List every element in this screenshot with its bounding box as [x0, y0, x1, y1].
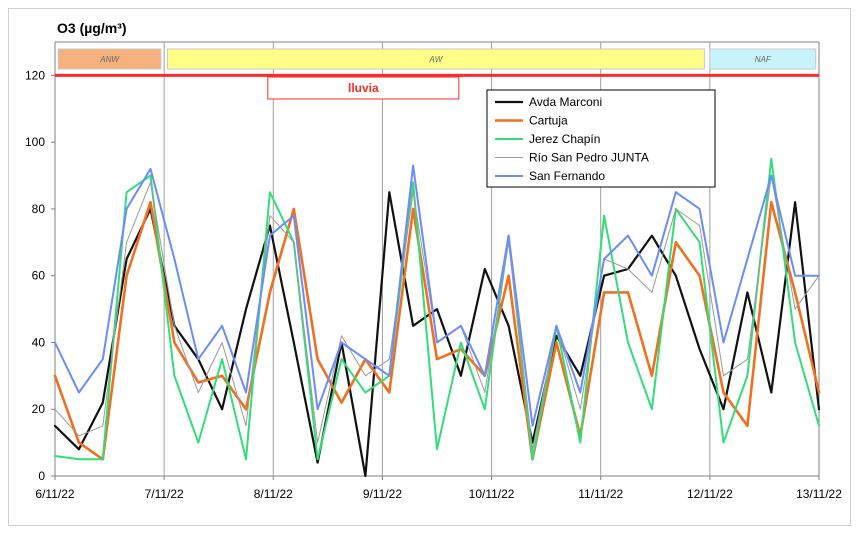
- chart-title: O3 (µg/m³): [57, 20, 127, 36]
- series-line: [54, 164, 820, 427]
- annotation-label: lluvia: [348, 81, 379, 95]
- legend-label: Cartuja: [529, 114, 568, 128]
- band-label: NAF: [755, 55, 772, 64]
- regime-bands: ANW AW NAF: [57, 48, 817, 70]
- series-line: [54, 157, 820, 461]
- x-tick-label: 6/11/22: [35, 487, 74, 501]
- annotation-box: [267, 76, 460, 100]
- series-line: [53, 200, 821, 461]
- x-tick-label: 11/11/22: [578, 487, 623, 501]
- legend-label: Avda Marconi: [529, 95, 602, 109]
- series-lines: [53, 157, 821, 478]
- x-tick-label: 8/11/22: [254, 487, 293, 501]
- x-tick-label: 12/11/22: [687, 487, 733, 501]
- legend-box: [486, 89, 716, 188]
- band-rect: [709, 48, 817, 70]
- y-tick-label: 100: [25, 135, 45, 149]
- legend: Avda Marconi Cartuja Jerez Chapín Río San P…: [486, 89, 716, 188]
- y-tick-label: 120: [25, 68, 45, 82]
- x-tick-label: 10/11/22: [469, 487, 515, 501]
- band-rect: [57, 48, 162, 70]
- y-tick-label: 20: [32, 402, 46, 416]
- band-label: AW: [429, 55, 444, 64]
- y-tick-label: 40: [32, 335, 46, 349]
- x-axis-ticks: 6/11/22 7/11/22 8/11/22 9/11/22 10/11/22 11/1…: [35, 476, 842, 501]
- band-rect: [166, 48, 705, 70]
- legend-label: Río San Pedro JUNTA: [529, 151, 649, 165]
- rain-annotation: lluvia: [267, 76, 460, 100]
- x-tick-label: 7/11/22: [145, 487, 184, 501]
- band-label: ANW: [99, 55, 120, 64]
- legend-label: Jerez Chapín: [529, 132, 600, 146]
- x-tick-label: 9/11/22: [363, 487, 402, 501]
- y-axis-ticks: 0 20 40 60 80 100 120: [25, 68, 55, 483]
- x-tick-label: 13/11/22: [796, 487, 842, 501]
- y-tick-label: 60: [32, 269, 46, 283]
- y-tick-label: 0: [38, 469, 45, 483]
- legend-label: San Fernando: [529, 169, 605, 183]
- y-tick-label: 80: [32, 202, 46, 216]
- series-line: [53, 191, 821, 478]
